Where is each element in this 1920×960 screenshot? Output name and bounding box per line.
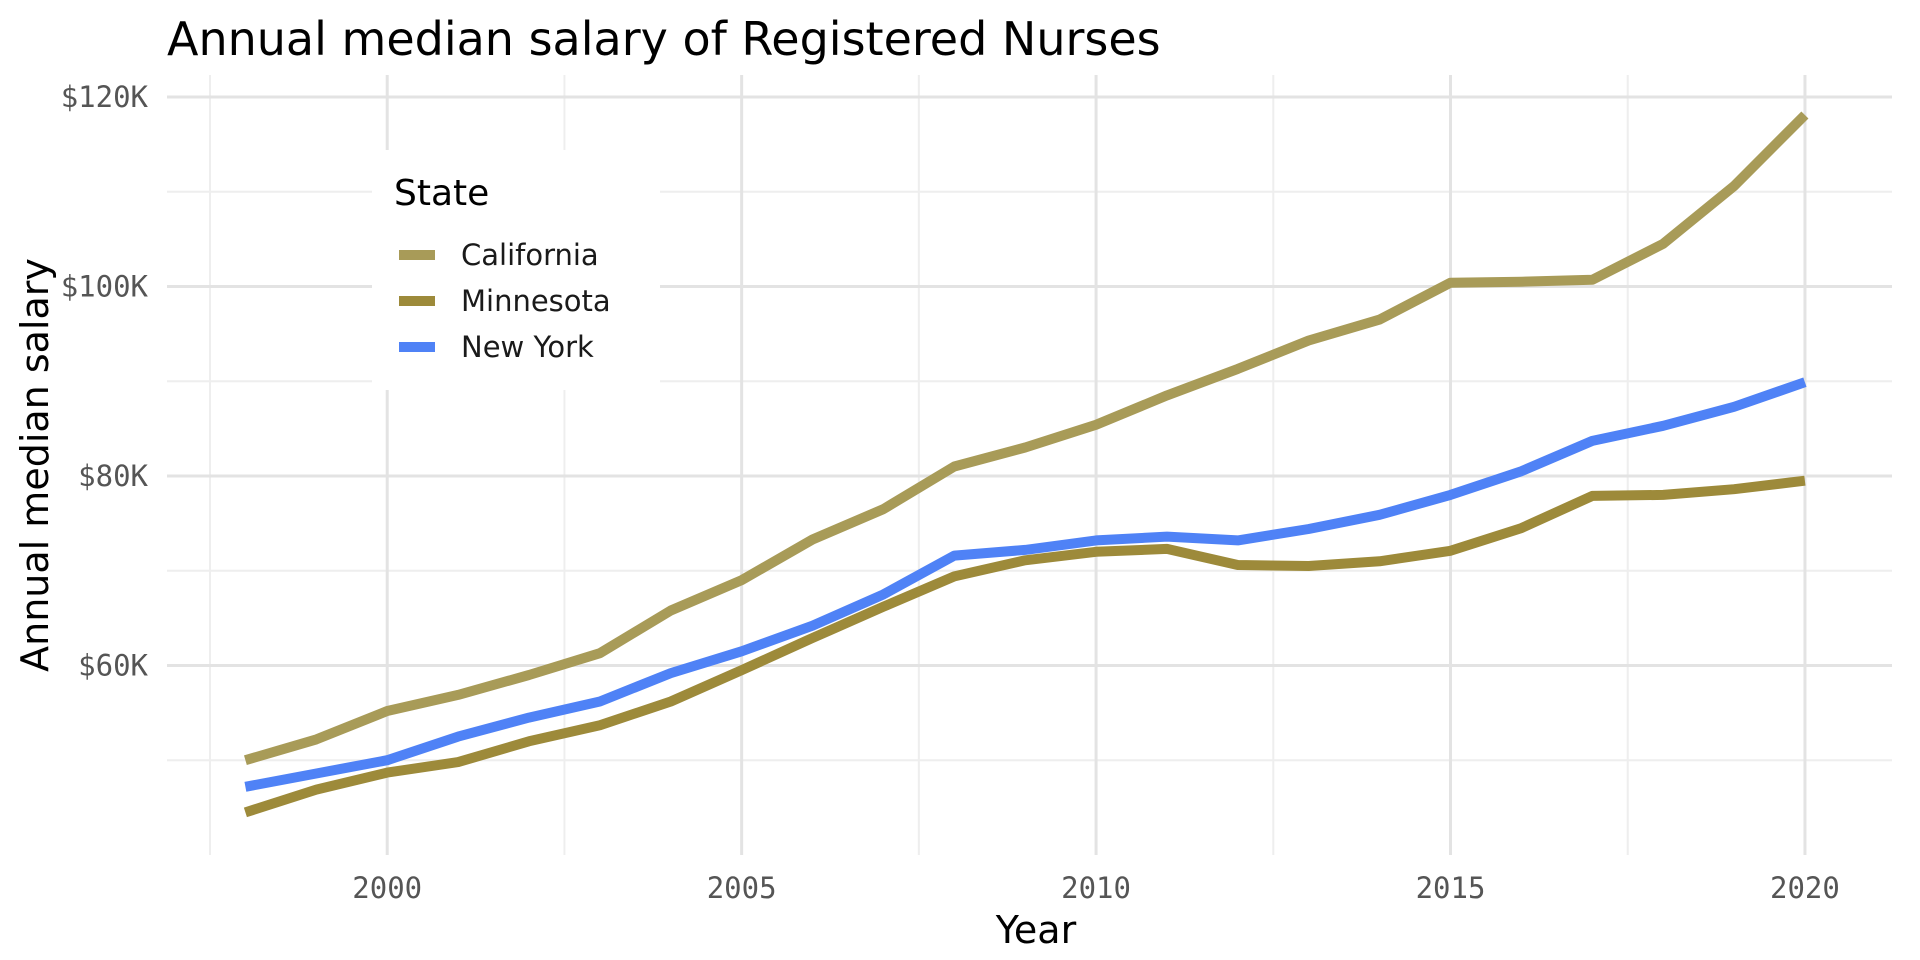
axis-ticks: $60K $80K $100K $120K 2000 2005 2010 2015 2020 (61, 80, 1840, 905)
y-tick-label: $60K (78, 648, 148, 682)
legend-items: California Minnesota New York (399, 238, 611, 364)
legend-label-minnesota: Minnesota (461, 284, 611, 318)
legend-title: State (394, 173, 489, 214)
y-tick-label: $120K (61, 80, 149, 114)
y-axis-title: Annual median salary (13, 258, 57, 672)
x-axis-title: Year (995, 908, 1077, 952)
legend-label-new-york: New York (461, 330, 594, 364)
x-tick-label: 2000 (352, 871, 422, 905)
series-line-california (243, 111, 1809, 765)
x-tick-label: 2005 (707, 871, 777, 905)
legend: State California Minnesota New York (372, 150, 660, 390)
series-layer (243, 111, 1809, 818)
x-tick-label: 2015 (1416, 871, 1486, 905)
legend-label-california: California (461, 238, 599, 272)
series-line-new-york (244, 377, 1807, 792)
chart-title: Annual median salary of Registered Nurse… (167, 12, 1161, 66)
series-line-minnesota (243, 475, 1806, 818)
y-tick-label: $100K (61, 269, 149, 303)
x-tick-label: 2020 (1770, 871, 1840, 905)
x-tick-label: 2010 (1061, 871, 1131, 905)
y-tick-label: $80K (78, 459, 148, 493)
